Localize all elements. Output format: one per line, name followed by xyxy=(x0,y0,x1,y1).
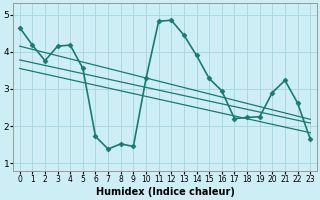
X-axis label: Humidex (Indice chaleur): Humidex (Indice chaleur) xyxy=(96,187,234,197)
